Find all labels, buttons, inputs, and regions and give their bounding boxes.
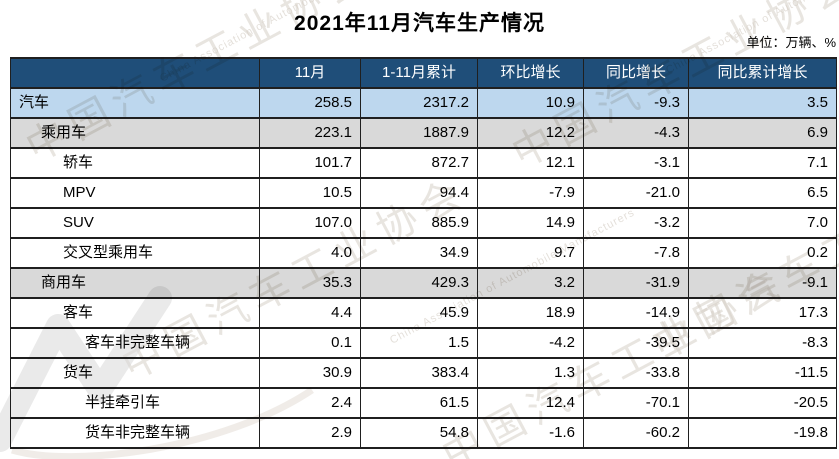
- column-header-cumulative: 1-11月累计: [360, 57, 478, 89]
- cell-value: 3.5: [688, 87, 837, 119]
- table-row: 半挂牵引车 2.4 61.5 12.4 -70.1 -20.5: [10, 387, 837, 419]
- table-row: 商用车 35.3 429.3 3.2 -31.9 -9.1: [10, 267, 837, 299]
- column-header-mom-growth: 环比增长: [477, 57, 584, 89]
- row-label: 货车非完整车辆: [10, 417, 260, 449]
- row-label: 交叉型乘用车: [10, 237, 260, 269]
- table-row: MPV 10.5 94.4 -7.9 -21.0 6.5: [10, 177, 837, 209]
- production-table: 11月 1-11月累计 环比增长 同比增长 同比累计增长 汽车 258.5 23…: [10, 57, 837, 449]
- cell-value: 223.1: [259, 117, 361, 149]
- row-label: 货车: [10, 357, 260, 389]
- row-label: 乘用车: [10, 117, 260, 149]
- cell-value: 1.3: [477, 357, 584, 389]
- cell-value: 35.3: [259, 267, 361, 299]
- cell-value: 30.9: [259, 357, 361, 389]
- table-row: 货车非完整车辆 2.9 54.8 -1.6 -60.2 -19.8: [10, 417, 837, 449]
- cell-value: 885.9: [360, 207, 478, 239]
- page-title: 2021年11月汽车生产情况: [294, 12, 545, 35]
- column-header-category: [10, 57, 260, 89]
- cell-value: 1887.9: [360, 117, 478, 149]
- cell-value: 4.4: [259, 297, 361, 329]
- unit-label: 单位：万辆、%: [746, 35, 836, 50]
- cell-value: 18.9: [477, 297, 584, 329]
- table-row: 汽车 258.5 2317.2 10.9 -9.3 3.5: [10, 87, 837, 119]
- cell-value: 34.9: [360, 237, 478, 269]
- cell-value: 10.9: [477, 87, 584, 119]
- table-row: 轿车 101.7 872.7 12.1 -3.1 7.1: [10, 147, 837, 179]
- cell-value: -8.3: [688, 327, 837, 359]
- cell-value: -9.1: [688, 267, 837, 299]
- row-label: 汽车: [10, 87, 260, 119]
- row-label: 轿车: [10, 147, 260, 179]
- cell-value: 0.2: [688, 237, 837, 269]
- table-row: 客车非完整车辆 0.1 1.5 -4.2 -39.5 -8.3: [10, 327, 837, 359]
- cell-value: -1.6: [477, 417, 584, 449]
- row-label: 客车: [10, 297, 260, 329]
- cell-value: -21.0: [583, 177, 689, 209]
- column-header-month: 11月: [259, 57, 361, 89]
- row-label: MPV: [10, 177, 260, 209]
- cell-value: 12.4: [477, 387, 584, 419]
- cell-value: 383.4: [360, 357, 478, 389]
- cell-value: 4.0: [259, 237, 361, 269]
- table-row: 客车 4.4 45.9 18.9 -14.9 17.3: [10, 297, 837, 329]
- cell-value: 10.5: [259, 177, 361, 209]
- cell-value: 429.3: [360, 267, 478, 299]
- cell-value: -11.5: [688, 357, 837, 389]
- cell-value: -20.5: [688, 387, 837, 419]
- cell-value: -4.2: [477, 327, 584, 359]
- cell-value: 61.5: [360, 387, 478, 419]
- cell-value: 6.5: [688, 177, 837, 209]
- cell-value: -14.9: [583, 297, 689, 329]
- cell-value: 6.9: [688, 117, 837, 149]
- production-table-wrapper: 11月 1-11月累计 环比增长 同比增长 同比累计增长 汽车 258.5 23…: [10, 57, 837, 449]
- column-header-yoy-growth: 同比增长: [583, 57, 689, 89]
- cell-value: -33.8: [583, 357, 689, 389]
- cell-value: 1.5: [360, 327, 478, 359]
- cell-value: 54.8: [360, 417, 478, 449]
- header-row: 11月 1-11月累计 环比增长 同比增长 同比累计增长: [10, 57, 837, 89]
- table-row: SUV 107.0 885.9 14.9 -3.2 7.0: [10, 207, 837, 239]
- cell-value: -7.8: [583, 237, 689, 269]
- cell-value: 101.7: [259, 147, 361, 179]
- row-label: SUV: [10, 207, 260, 239]
- cell-value: 12.2: [477, 117, 584, 149]
- cell-value: -31.9: [583, 267, 689, 299]
- cell-value: 2317.2: [360, 87, 478, 119]
- cell-value: 258.5: [259, 87, 361, 119]
- row-label: 商用车: [10, 267, 260, 299]
- cell-value: -39.5: [583, 327, 689, 359]
- row-label: 客车非完整车辆: [10, 327, 260, 359]
- cell-value: -60.2: [583, 417, 689, 449]
- cell-value: 872.7: [360, 147, 478, 179]
- cell-value: 0.1: [259, 327, 361, 359]
- cell-value: -9.3: [583, 87, 689, 119]
- cell-value: 12.1: [477, 147, 584, 179]
- cell-value: 3.2: [477, 267, 584, 299]
- column-header-yoy-cumulative-growth: 同比累计增长: [688, 57, 837, 89]
- cell-value: -70.1: [583, 387, 689, 419]
- cell-value: 2.4: [259, 387, 361, 419]
- cell-value: 7.1: [688, 147, 837, 179]
- table-row: 交叉型乘用车 4.0 34.9 9.7 -7.8 0.2: [10, 237, 837, 269]
- cell-value: 14.9: [477, 207, 584, 239]
- cell-value: -3.1: [583, 147, 689, 179]
- cell-value: -4.3: [583, 117, 689, 149]
- cell-value: -3.2: [583, 207, 689, 239]
- cell-value: 17.3: [688, 297, 837, 329]
- cell-value: 94.4: [360, 177, 478, 209]
- table-row: 货车 30.9 383.4 1.3 -33.8 -11.5: [10, 357, 837, 389]
- cell-value: -7.9: [477, 177, 584, 209]
- cell-value: 7.0: [688, 207, 837, 239]
- cell-value: 45.9: [360, 297, 478, 329]
- cell-value: 2.9: [259, 417, 361, 449]
- cell-value: -19.8: [688, 417, 837, 449]
- cell-value: 9.7: [477, 237, 584, 269]
- cell-value: 107.0: [259, 207, 361, 239]
- row-label: 半挂牵引车: [10, 387, 260, 419]
- table-row: 乘用车 223.1 1887.9 12.2 -4.3 6.9: [10, 117, 837, 149]
